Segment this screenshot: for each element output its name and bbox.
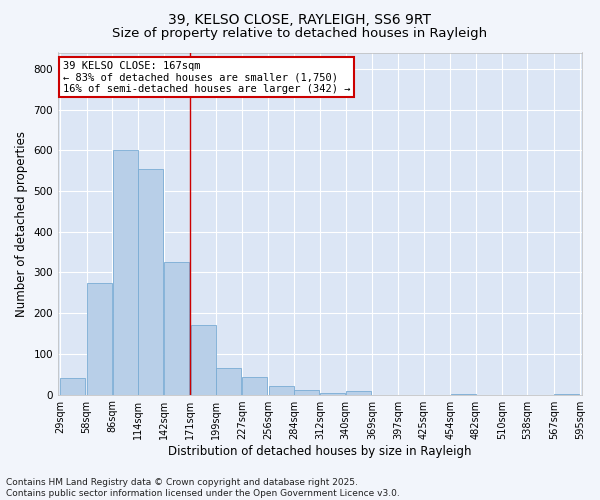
Bar <box>320 392 345 394</box>
Bar <box>217 368 241 394</box>
Y-axis label: Number of detached properties: Number of detached properties <box>15 130 28 316</box>
Text: 39, KELSO CLOSE, RAYLEIGH, SS6 9RT: 39, KELSO CLOSE, RAYLEIGH, SS6 9RT <box>169 12 431 26</box>
Bar <box>139 168 163 394</box>
X-axis label: Distribution of detached houses by size in Rayleigh: Distribution of detached houses by size … <box>168 444 472 458</box>
Bar <box>113 150 137 394</box>
Bar <box>242 378 267 394</box>
Text: 39 KELSO CLOSE: 167sqm
← 83% of detached houses are smaller (1,750)
16% of semi-: 39 KELSO CLOSE: 167sqm ← 83% of detached… <box>62 60 350 94</box>
Bar <box>60 378 85 394</box>
Bar <box>269 386 294 394</box>
Bar <box>164 262 189 394</box>
Bar <box>191 326 215 394</box>
Text: Size of property relative to detached houses in Rayleigh: Size of property relative to detached ho… <box>112 28 488 40</box>
Text: Contains HM Land Registry data © Crown copyright and database right 2025.
Contai: Contains HM Land Registry data © Crown c… <box>6 478 400 498</box>
Bar <box>295 390 319 394</box>
Bar <box>87 282 112 395</box>
Bar <box>346 392 371 394</box>
